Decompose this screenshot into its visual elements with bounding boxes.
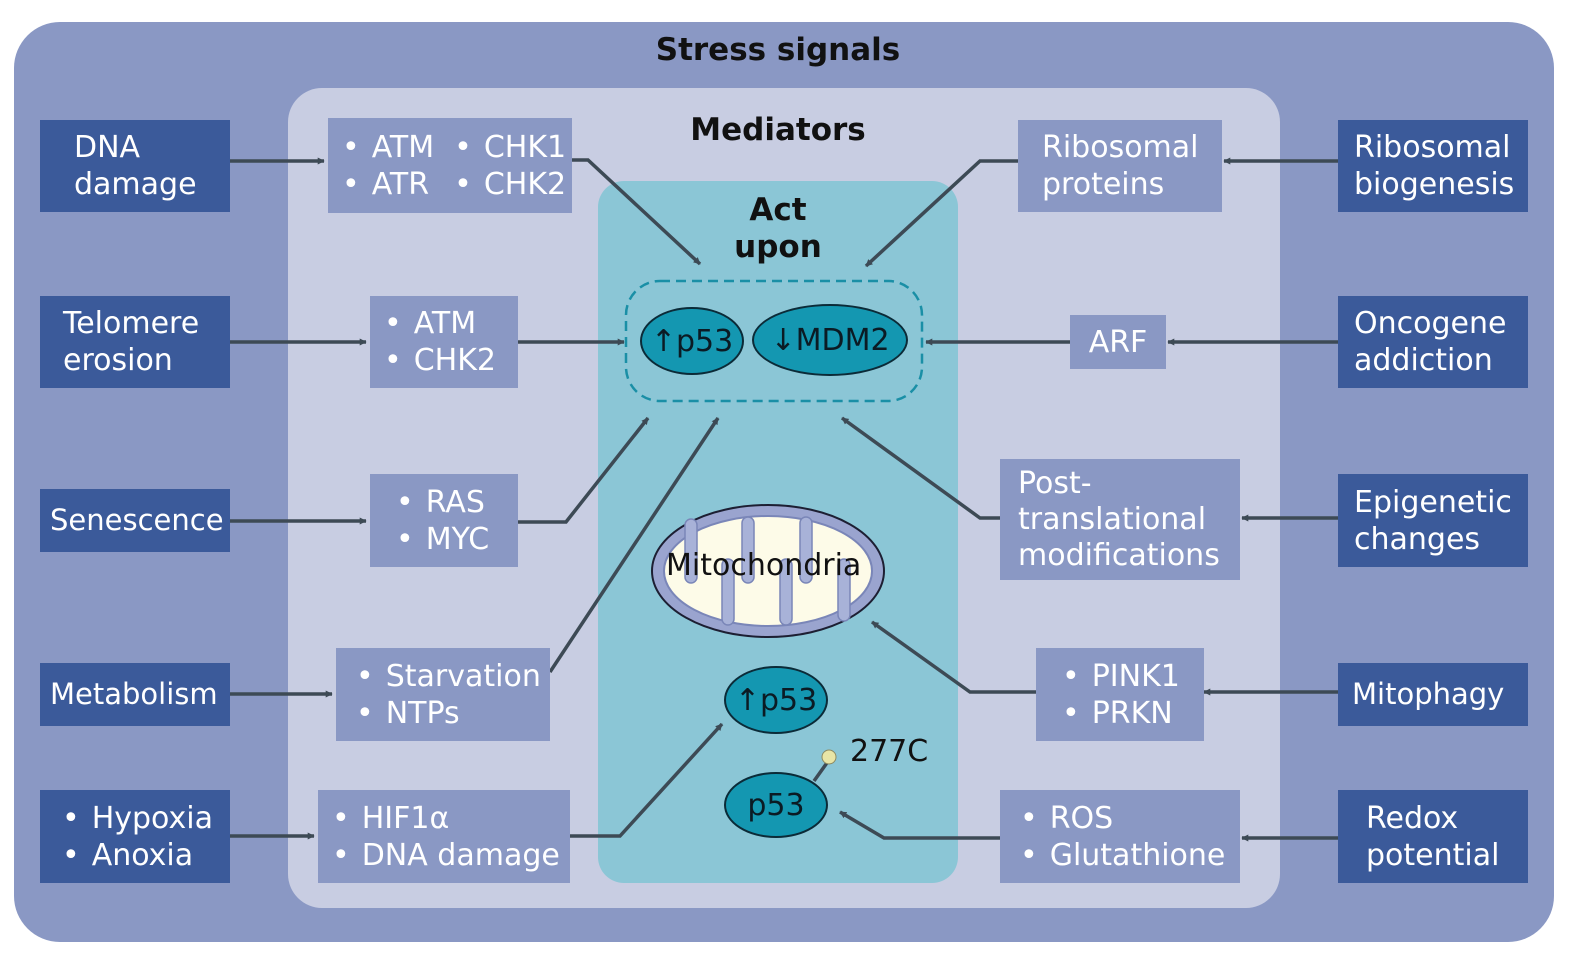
bullet-item: CHK2 bbox=[454, 166, 566, 203]
signal-dna-damage: DNA damage bbox=[40, 120, 230, 212]
target-complex-outline bbox=[624, 279, 924, 403]
arrow-pink-to-mitochondria bbox=[870, 620, 1036, 694]
mediator-ros-glutathione: ROS Glutathione bbox=[1000, 790, 1240, 883]
signal-metabolism: Metabolism bbox=[40, 663, 230, 726]
arrow-ras-myc-to-p53 bbox=[518, 416, 650, 524]
mediator-atm-atr-chk: ATM ATR CHK1 CHK2 bbox=[328, 118, 572, 213]
bullet-item: ATR bbox=[342, 166, 434, 203]
bullet-item: Anoxia bbox=[62, 837, 230, 874]
bullet-item: HIF1α bbox=[332, 800, 570, 837]
bullet-item: Hypoxia bbox=[62, 800, 230, 837]
signal-text: Senescence bbox=[50, 503, 224, 537]
signal-text: DNA bbox=[74, 130, 141, 165]
signal-text: Redox bbox=[1366, 800, 1459, 836]
bullet-item: MYC bbox=[396, 521, 518, 558]
signal-text: addiction bbox=[1354, 343, 1493, 378]
mediator-ribosomal-proteins: Ribosomal proteins bbox=[1018, 120, 1222, 212]
bullet-item: RAS bbox=[396, 484, 518, 521]
signal-telomere-erosion: Telomere erosion bbox=[40, 296, 230, 388]
mediator-arf: ARF bbox=[1070, 315, 1166, 369]
signal-oncogene-addiction: Oncogene addiction bbox=[1338, 296, 1528, 388]
p53-increase-lower-oval: ↑p53 bbox=[724, 666, 828, 734]
mdm2-decrease-oval: ↓MDM2 bbox=[752, 304, 908, 376]
signal-text: potential bbox=[1366, 837, 1500, 873]
signal-text: Oncogene bbox=[1354, 306, 1507, 341]
bullet-item: Starvation bbox=[356, 658, 550, 695]
mediator-text: proteins bbox=[1042, 167, 1165, 202]
signal-senescence: Senescence bbox=[40, 489, 230, 552]
cysteine-dot bbox=[821, 749, 837, 765]
act-upon-title: Act upon bbox=[678, 192, 878, 266]
mediator-text: translational bbox=[1018, 501, 1207, 537]
mitochondria-icon bbox=[651, 504, 885, 638]
signal-ribosomal-biogenesis: Ribosomal biogenesis bbox=[1338, 120, 1528, 212]
mediator-atm-chk2: ATM CHK2 bbox=[370, 296, 518, 388]
mediator-pink1-prkn: PINK1 PRKN bbox=[1036, 648, 1204, 741]
signal-text: biogenesis bbox=[1354, 167, 1515, 202]
mutation-277c-label: 277C bbox=[850, 734, 929, 769]
bullet-item: PINK1 bbox=[1062, 658, 1204, 695]
arrow-ribosomal-proteins-to-mdm2 bbox=[864, 159, 1018, 268]
signal-text: Metabolism bbox=[50, 677, 218, 711]
signal-text: damage bbox=[74, 167, 197, 202]
act-upon-line2: upon bbox=[734, 229, 822, 265]
signal-redox-potential: Redox potential bbox=[1338, 790, 1528, 883]
arrow-starvation-to-targets bbox=[548, 417, 720, 673]
signal-text: Epigenetic bbox=[1354, 484, 1512, 520]
signal-text: Mitophagy bbox=[1352, 677, 1505, 711]
mediator-post-translational-modifications: Post- translational modifications bbox=[1000, 459, 1240, 580]
signal-text: Telomere bbox=[63, 306, 200, 341]
mediator-text: Post- bbox=[1018, 465, 1092, 501]
bullet-item: Glutathione bbox=[1020, 837, 1240, 874]
bullet-item: CHK1 bbox=[454, 129, 566, 166]
mediator-ras-myc: RAS MYC bbox=[370, 474, 518, 567]
signal-text: erosion bbox=[63, 343, 173, 378]
arrow-hif-to-p53 bbox=[570, 722, 724, 838]
stress-signals-title: Stress signals bbox=[655, 32, 901, 68]
p53-increase-oval: ↑p53 bbox=[640, 307, 744, 375]
arrow-ros-to-p53 bbox=[839, 810, 1000, 840]
p53-oval: p53 bbox=[724, 772, 828, 838]
mediator-starvation-ntps: Starvation NTPs bbox=[336, 648, 550, 741]
signal-text: changes bbox=[1354, 521, 1481, 557]
signal-hypoxia-anoxia: Hypoxia Anoxia bbox=[40, 790, 230, 883]
bullet-item: ATM bbox=[384, 305, 518, 342]
signal-epigenetic-changes: Epigenetic changes bbox=[1338, 474, 1528, 567]
bullet-item: DNA damage bbox=[332, 837, 570, 874]
mediator-text: Ribosomal bbox=[1042, 130, 1199, 165]
signal-text: Ribosomal bbox=[1354, 130, 1511, 165]
bullet-item: ROS bbox=[1020, 800, 1240, 837]
act-upon-line1: Act bbox=[749, 192, 807, 228]
mediator-text: modifications bbox=[1018, 537, 1220, 573]
arrow-atm-chk-to-p53 bbox=[572, 158, 702, 266]
mediator-text: ARF bbox=[1088, 324, 1148, 360]
mitochondria-label: Mitochondria bbox=[666, 548, 862, 583]
mediator-hif-dna-damage: HIF1α DNA damage bbox=[318, 790, 570, 883]
signal-mitophagy: Mitophagy bbox=[1338, 663, 1528, 726]
bullet-item: CHK2 bbox=[384, 342, 518, 379]
bullet-item: PRKN bbox=[1062, 695, 1204, 732]
bullet-item: ATM bbox=[342, 129, 434, 166]
mediators-title: Mediators bbox=[690, 112, 866, 148]
arrow-ptm-to-targets bbox=[840, 416, 1000, 520]
bullet-item: NTPs bbox=[356, 695, 550, 732]
